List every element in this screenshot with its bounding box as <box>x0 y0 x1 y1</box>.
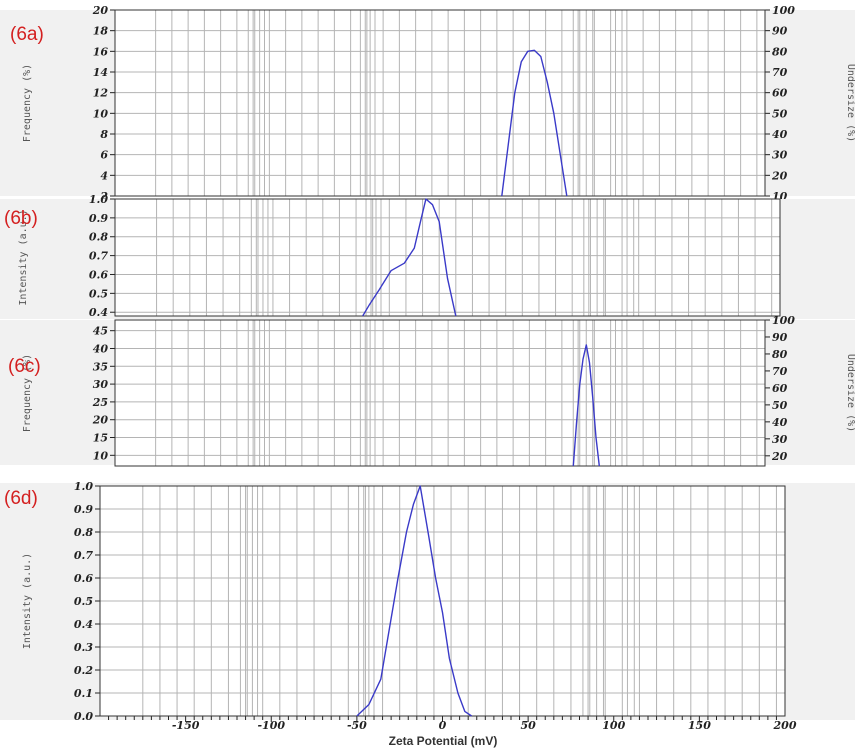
y-tick-label: 8 <box>100 128 108 141</box>
y-tick-label: 45 <box>93 325 108 338</box>
y2-tick-label: 40 <box>772 416 788 429</box>
y-tick-label: 20 <box>92 4 109 17</box>
y-tick-label: 0.5 <box>74 595 93 608</box>
plot-area <box>115 10 765 196</box>
x-tick-label: 150 <box>688 719 711 732</box>
y-tick-label: 12 <box>93 87 109 100</box>
y2-tick-label: 20 <box>771 169 788 182</box>
y-tick-label: 0.6 <box>74 572 93 585</box>
plot-frame <box>99 485 786 717</box>
y2-axis-label: Undersize (%) <box>845 354 855 432</box>
panel-label: (6a) <box>10 24 44 45</box>
y2-tick-label: 50 <box>772 107 788 120</box>
y2-tick-label: 80 <box>772 45 788 58</box>
y-tick-label: 0.4 <box>74 618 93 631</box>
y-tick-label: 15 <box>93 432 108 445</box>
y2-tick-label: 60 <box>772 87 788 100</box>
y-tick-label: 0.7 <box>89 250 108 263</box>
y-tick-label: 0.6 <box>89 268 108 281</box>
plot-frame <box>114 9 766 197</box>
y-axis-label: Intensity (a.u.) <box>18 209 29 305</box>
y-tick-label: 4 <box>100 169 108 182</box>
x-tick-label: 100 <box>602 719 625 732</box>
y-tick-label: 25 <box>92 396 108 409</box>
y-tick-label: 1.0 <box>89 193 108 206</box>
y-tick-label: 0.0 <box>74 710 93 723</box>
chart-panels: 2 4 6 8 10 12 14 16 18 20 10 20 30 40 50 60 70 80 90 100 Und… <box>0 4 855 732</box>
y2-axis-label: Undersize (%) <box>845 64 855 142</box>
panel-1: 2468101214161820102030405060708090100Und… <box>0 4 855 203</box>
y-tick-label: 14 <box>93 66 108 79</box>
y-tick-label: 16 <box>93 45 109 58</box>
y-tick-label: 0.8 <box>74 526 93 539</box>
y-tick-label: 18 <box>93 25 109 38</box>
y-tick-label: 0.3 <box>74 641 93 654</box>
plot-area <box>115 199 780 316</box>
x-tick-label: -100 <box>257 719 285 732</box>
x-tick-label: 0 <box>439 719 447 732</box>
series-line-1 <box>501 49 568 197</box>
y2-tick-label: 90 <box>772 331 788 344</box>
y-tick-label: 1.0 <box>74 480 93 493</box>
y-tick-label: 0.9 <box>89 212 108 225</box>
y-axis-label: Frequency (%) <box>22 64 33 142</box>
y2-tick-label: 70 <box>772 365 788 378</box>
y-tick-label: 6 <box>100 149 108 162</box>
plot-area <box>115 320 765 466</box>
y2-tick-label: 50 <box>772 399 788 412</box>
y-axis-label: Intensity (a.u.) <box>22 553 33 649</box>
y-tick-label: 20 <box>92 414 109 427</box>
y-tick-label: 10 <box>93 107 109 120</box>
panel-2: 0.4 0.5 0.6 0.7 0.8 0.9 1.0 Intensity (a.u.)(6b… <box>0 193 855 319</box>
plot-frame <box>114 319 766 467</box>
y-tick-label: 0.2 <box>74 664 93 677</box>
y2-tick-label: 70 <box>772 66 788 79</box>
series-line-1 <box>362 198 457 317</box>
y2-tick-label: 40 <box>772 128 788 141</box>
x-axis-label: Zeta Potential (mV) <box>389 734 498 748</box>
y2-tick-label: 100 <box>772 314 795 327</box>
series-line-1 <box>356 485 472 717</box>
series-line-1 <box>572 344 600 467</box>
y2-tick-label: 30 <box>772 149 788 162</box>
y2-tick-label: 80 <box>772 348 788 361</box>
y-tick-label: 30 <box>93 378 109 391</box>
panel-label: (6c) <box>8 356 41 377</box>
y-tick-label: 0.7 <box>74 549 93 562</box>
y2-tick-label: 30 <box>772 433 788 446</box>
y-tick-label: 35 <box>93 360 108 373</box>
y-tick-label: 0.5 <box>89 287 108 300</box>
y-axis-label: Frequency (%) <box>22 354 33 432</box>
panel-3: 10 15 20 25 30 35 40 45 20 30 40 50 60 70 80 90 100 Under… <box>0 314 855 467</box>
x-tick-label: 50 <box>520 719 536 732</box>
panel-label: (6b) <box>4 208 38 229</box>
x-tick-label: -150 <box>172 719 200 732</box>
y-tick-label: 40 <box>93 342 109 355</box>
y2-tick-label: 60 <box>772 382 788 395</box>
y2-tick-label: 20 <box>771 450 788 463</box>
y-tick-label: 0.4 <box>89 306 108 319</box>
y-tick-label: 0.8 <box>89 231 108 244</box>
panel-4: 0.0 0.1 0.2 0.3 0.4 0.5 0.6 0.7 0.8 0.9 1.0 -150 -10… <box>0 480 855 732</box>
plot-frame <box>114 198 781 317</box>
x-tick-label: -50 <box>347 719 367 732</box>
panel-label: (6d) <box>4 488 38 509</box>
y-tick-label: 0.9 <box>74 503 93 516</box>
y2-tick-label: 90 <box>772 25 788 38</box>
y2-tick-label: 100 <box>772 4 795 17</box>
y-tick-label: 0.1 <box>74 687 93 700</box>
y-tick-label: 2 <box>99 190 108 203</box>
x-tick-label: 200 <box>773 719 797 732</box>
y-tick-label: 10 <box>93 449 109 462</box>
